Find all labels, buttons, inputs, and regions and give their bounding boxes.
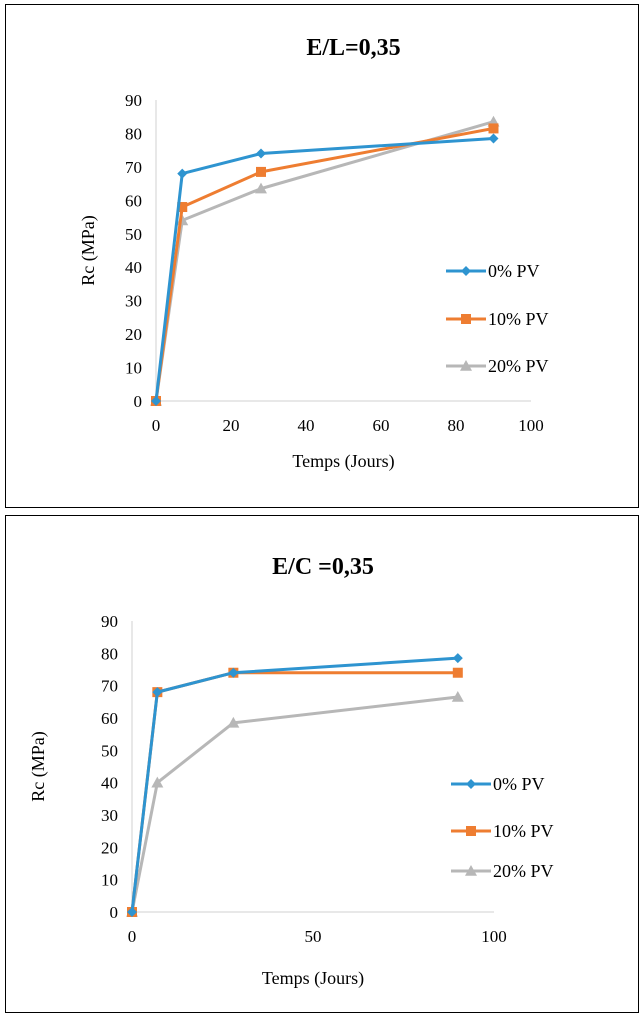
y-tick-label: 30 — [101, 806, 118, 825]
legend-marker — [461, 314, 471, 324]
legend-marker — [466, 826, 476, 836]
series-line — [154, 126, 494, 402]
y-tick-label: 0 — [110, 903, 119, 922]
y-tick-label: 20 — [101, 838, 118, 857]
legend-label: 10% PV — [488, 309, 549, 329]
data-point — [256, 166, 266, 177]
series-line — [154, 120, 494, 402]
data-point — [452, 667, 463, 678]
series-10-pv — [127, 667, 463, 917]
data-point — [488, 133, 499, 144]
chart-title: E/C =0,35 — [272, 554, 374, 580]
legend-entry: 20% PV — [451, 861, 554, 881]
legend-entry: 0% PV — [451, 774, 545, 794]
x-axis-label: Temps (Jours) — [292, 451, 394, 472]
chart-panel-e-l: E/L=0,35 0 10 20 30 40 50 60 70 80 90 0 20 40 60 80 100 T… — [5, 4, 639, 508]
data-point — [228, 667, 239, 678]
y-tick-label: 10 — [125, 359, 142, 378]
data-point — [451, 690, 464, 702]
y-tick-label: 90 — [125, 91, 142, 110]
legend-entry: 0% PV — [446, 261, 540, 281]
y-tick-label: 20 — [125, 325, 142, 344]
series-line — [130, 671, 458, 913]
series-10-pv — [151, 123, 499, 406]
x-tick-label: 40 — [298, 416, 315, 435]
legend-marker — [465, 865, 477, 876]
y-axis-label: Rc (MPa) — [78, 215, 99, 286]
legend-entry: 10% PV — [446, 309, 549, 329]
x-tick-label: 0 — [128, 927, 137, 946]
y-tick-label: 90 — [101, 612, 118, 631]
x-tick-label: 80 — [448, 416, 465, 435]
chart-svg-e-l: E/L=0,35 0 10 20 30 40 50 60 70 80 90 0 20 40 60 80 100 T… — [78, 35, 549, 472]
x-tick-label: 50 — [305, 927, 322, 946]
data-point — [151, 776, 164, 788]
legend-label: 10% PV — [493, 821, 554, 841]
data-point — [452, 653, 463, 664]
chart-panel-e-c: E/C =0,35 0 10 20 30 40 50 60 70 80 90 0 50 100 Temps … — [5, 515, 639, 1013]
x-tick-label: 60 — [373, 416, 390, 435]
y-tick-label: 0 — [134, 392, 143, 411]
series-0-pv — [127, 653, 463, 917]
legend-entry: 20% PV — [446, 356, 549, 376]
data-point — [256, 148, 266, 159]
x-tick-label: 0 — [152, 416, 161, 435]
y-tick-label: 70 — [101, 677, 118, 696]
y-tick-label: 30 — [125, 292, 142, 311]
y-axis-label: Rc (MPa) — [28, 731, 49, 802]
legend-label: 0% PV — [493, 774, 545, 794]
data-point — [255, 182, 267, 194]
data-point — [151, 396, 161, 406]
legend-marker — [461, 266, 471, 276]
data-point — [227, 716, 240, 728]
data-point — [488, 123, 499, 134]
series-line — [154, 136, 494, 402]
y-tick-label: 80 — [101, 644, 118, 663]
y-tick-label: 60 — [125, 191, 142, 210]
y-tick-label: 80 — [125, 124, 142, 143]
x-tick-label: 20 — [223, 416, 240, 435]
legend-marker — [460, 360, 472, 371]
y-tick-label: 50 — [101, 741, 118, 760]
chart-title: E/L=0,35 — [306, 35, 400, 61]
x-axis-label: Temps (Jours) — [262, 968, 364, 989]
x-tick-label: 100 — [518, 416, 544, 435]
series-20-pv — [126, 690, 464, 917]
x-tick-label: 100 — [481, 927, 507, 946]
legend-marker — [466, 779, 476, 789]
series-0-pv — [151, 133, 499, 406]
legend-label: 0% PV — [488, 261, 540, 281]
y-tick-label: 40 — [125, 258, 142, 277]
chart-svg-e-c: E/C =0,35 0 10 20 30 40 50 60 70 80 90 0 50 100 Temps … — [28, 554, 554, 989]
y-tick-label: 50 — [125, 225, 142, 244]
series-line — [130, 656, 458, 913]
legend-entry: 10% PV — [451, 821, 554, 841]
y-tick-label: 40 — [101, 774, 118, 793]
series-line — [130, 695, 458, 913]
data-point — [127, 907, 137, 917]
y-tick-label: 10 — [101, 871, 118, 890]
y-tick-label: 70 — [125, 158, 142, 177]
data-point — [177, 202, 188, 213]
data-point — [152, 687, 163, 698]
y-tick-label: 60 — [101, 709, 118, 728]
data-point — [177, 168, 188, 179]
legend-label: 20% PV — [488, 356, 549, 376]
legend-label: 20% PV — [493, 861, 554, 881]
